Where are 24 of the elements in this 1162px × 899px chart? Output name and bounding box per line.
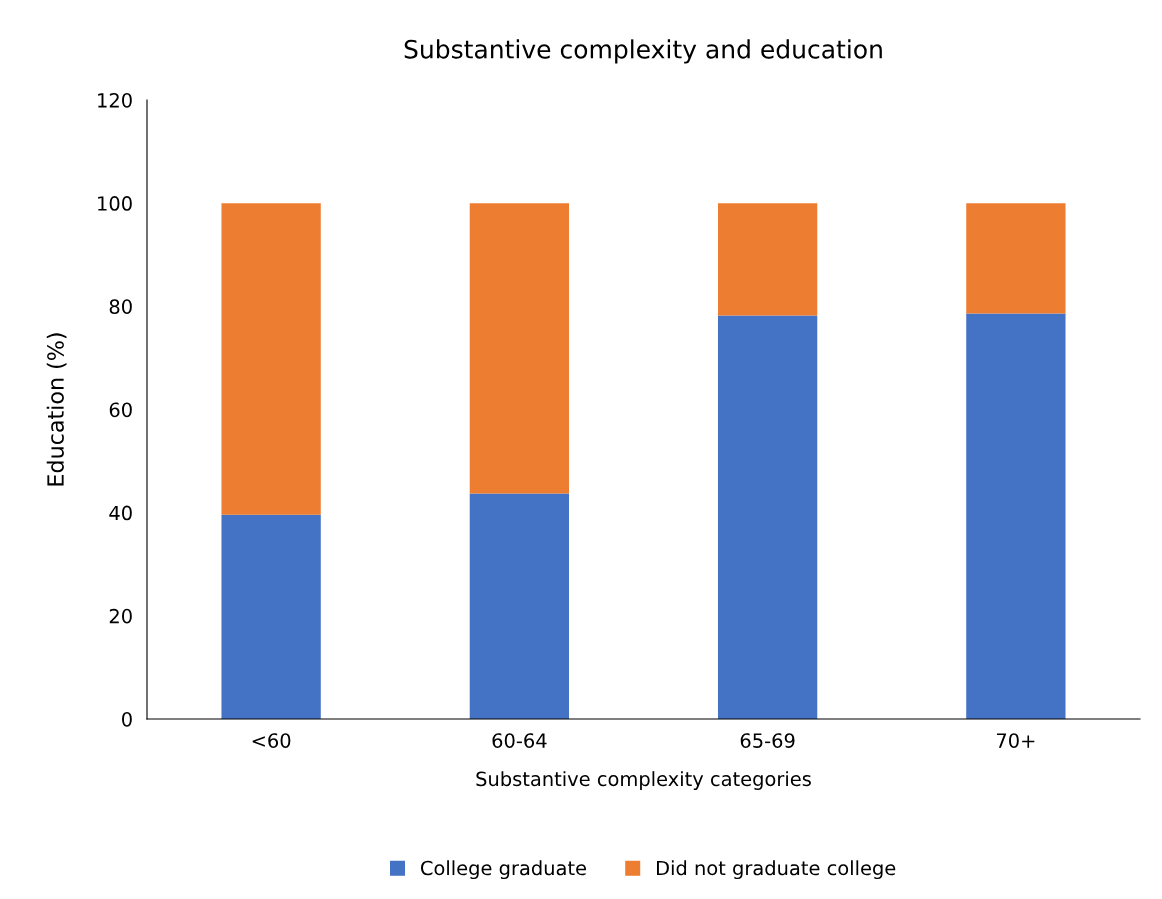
bar <box>221 514 321 719</box>
y-tick-label: 60 <box>109 402 132 418</box>
y-axis-title: Education (%) <box>46 333 67 486</box>
y-tick-label: 80 <box>109 299 132 314</box>
chart-title: Substantive complexity and education <box>404 39 882 64</box>
y-tick-label: 100 <box>98 196 132 211</box>
legend-label: Did not graduate college <box>657 860 896 880</box>
bar <box>469 203 570 494</box>
x-tick-label: 70+ <box>996 733 1035 748</box>
y-tick-label: 120 <box>98 92 132 108</box>
bar <box>717 203 818 316</box>
y-tick-label: 0 <box>122 711 132 727</box>
y-tick-label: 20 <box>109 608 132 624</box>
x-tick-label: <60 <box>252 733 291 748</box>
bar <box>469 493 570 719</box>
x-tick-label: 65-69 <box>740 733 795 748</box>
legend-label: College graduate <box>420 860 586 880</box>
x-axis-title: Substantive complexity categories <box>476 771 811 790</box>
bar <box>221 203 321 515</box>
bar <box>717 315 818 719</box>
bar <box>966 203 1066 314</box>
x-tick-label: 60-64 <box>492 733 547 748</box>
y-tick-label: 40 <box>109 505 132 521</box>
bar <box>966 313 1066 719</box>
